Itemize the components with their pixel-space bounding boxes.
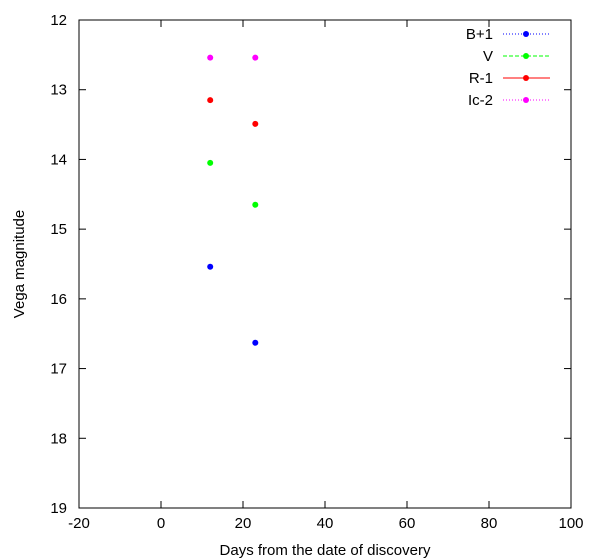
x-tick-label: -20	[68, 515, 90, 532]
data-point-r-1	[252, 120, 259, 127]
x-tick-label: 80	[481, 515, 498, 532]
data-point-ic-2	[252, 54, 259, 61]
legend-marker-r-1	[523, 75, 529, 81]
legend-label-ic-2: Ic-2	[468, 92, 493, 109]
data-point-v	[207, 159, 214, 166]
y-tick-label: 17	[50, 361, 67, 378]
data-points	[207, 54, 259, 346]
legend-label-b-1: B+1	[466, 26, 493, 43]
data-point-v	[252, 201, 259, 208]
legend-marker-ic-2	[523, 97, 529, 103]
legend: B+1 V R-1 Ic-2	[466, 26, 550, 109]
legend-label-r-1: R-1	[469, 70, 493, 87]
legend-label-v: V	[483, 48, 493, 65]
y-tick-label: 14	[50, 151, 67, 168]
x-tick-label: 60	[399, 515, 416, 532]
data-point-b-1	[207, 263, 214, 270]
y-tick-label: 12	[50, 12, 67, 29]
legend-marker-b-1	[523, 31, 529, 37]
y-tick-label: 19	[50, 500, 67, 517]
y-tick-label: 18	[50, 430, 67, 447]
data-point-r-1	[207, 97, 214, 104]
legend-marker-v	[523, 53, 529, 59]
plot-frame	[78, 19, 572, 509]
x-axis-label: Days from the date of discovery	[220, 542, 431, 559]
x-tick-label: 0	[157, 515, 165, 532]
x-tick-label: 40	[317, 515, 334, 532]
y-tick-label: 15	[50, 221, 67, 238]
y-axis-label: Vega magnitude	[11, 210, 28, 318]
data-point-ic-2	[207, 54, 214, 61]
x-tick-label: 100	[558, 515, 583, 532]
y-tick-label: 13	[50, 82, 67, 99]
y-tick-label: 16	[50, 291, 67, 308]
axis-ticks: -20 0 20 40 60 80 100 12 13 14 15 16 17 18 19	[50, 12, 583, 532]
data-point-b-1	[252, 339, 259, 346]
x-tick-label: 20	[235, 515, 252, 532]
